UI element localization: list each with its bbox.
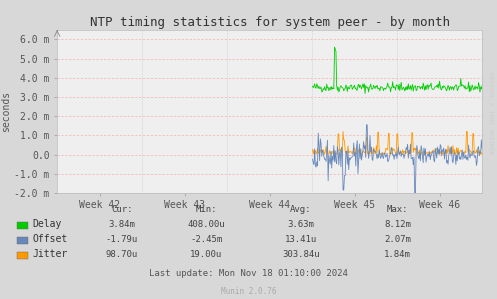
Text: -2.45m: -2.45m	[190, 235, 222, 244]
Text: -1.79u: -1.79u	[106, 235, 138, 244]
Text: 2.07m: 2.07m	[384, 235, 411, 244]
Text: Avg:: Avg:	[290, 205, 312, 214]
Text: 8.12m: 8.12m	[384, 220, 411, 229]
Text: Delay: Delay	[32, 219, 62, 229]
Text: Jitter: Jitter	[32, 249, 68, 259]
Text: Offset: Offset	[32, 234, 68, 244]
Text: Last update: Mon Nov 18 01:10:00 2024: Last update: Mon Nov 18 01:10:00 2024	[149, 269, 348, 278]
Text: 408.00u: 408.00u	[187, 220, 225, 229]
Text: 13.41u: 13.41u	[285, 235, 317, 244]
Text: Min:: Min:	[195, 205, 217, 214]
Text: 98.70u: 98.70u	[106, 250, 138, 259]
Y-axis label: seconds: seconds	[1, 91, 11, 132]
Text: 1.84m: 1.84m	[384, 250, 411, 259]
Text: 3.84m: 3.84m	[108, 220, 135, 229]
Text: Munin 2.0.76: Munin 2.0.76	[221, 287, 276, 296]
Text: 3.63m: 3.63m	[287, 220, 314, 229]
Text: Cur:: Cur:	[111, 205, 133, 214]
Text: 303.84u: 303.84u	[282, 250, 320, 259]
Text: RRDTOOL / TOBI OETIKER: RRDTOOL / TOBI OETIKER	[489, 72, 494, 155]
Title: NTP timing statistics for system peer - by month: NTP timing statistics for system peer - …	[89, 16, 450, 29]
Text: 19.00u: 19.00u	[190, 250, 222, 259]
Text: Max:: Max:	[387, 205, 409, 214]
